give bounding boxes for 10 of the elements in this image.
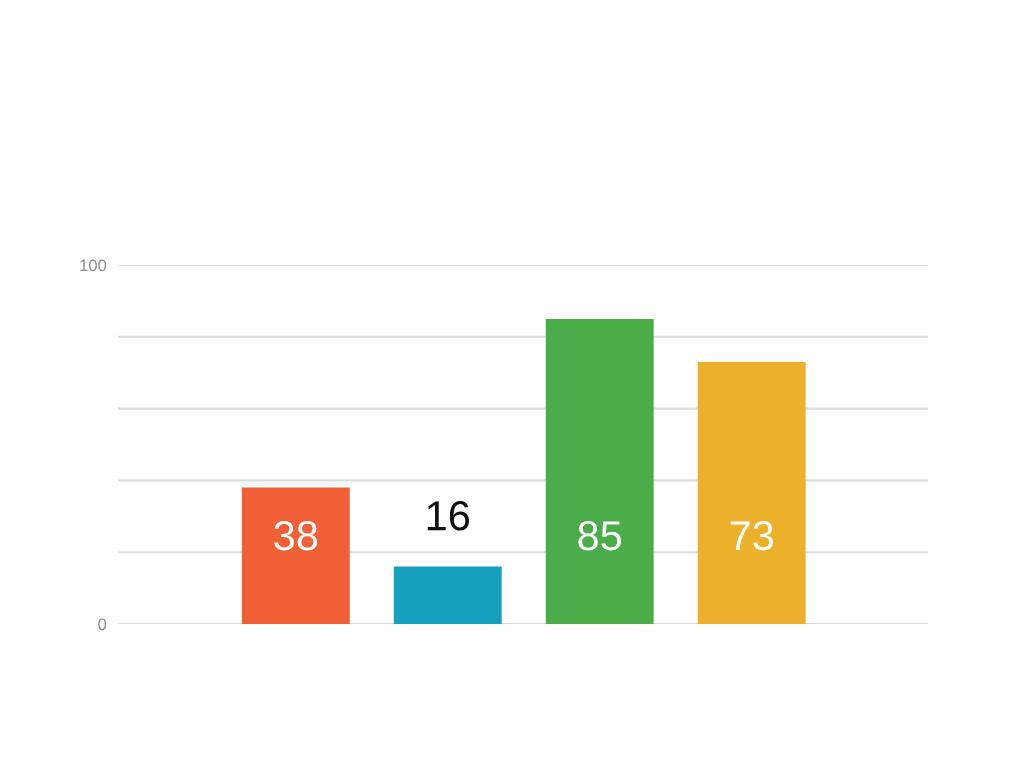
y-tick-label: 100 [80, 259, 107, 272]
data-label: 85 [578, 520, 622, 551]
data-label: 16 [427, 501, 470, 531]
bar [393, 566, 502, 624]
bar [241, 487, 350, 624]
y-tick-label: 0 [98, 618, 107, 631]
bar [697, 361, 806, 624]
data-label: 38 [274, 520, 318, 551]
data-label: 73 [730, 520, 774, 551]
bar [545, 318, 654, 624]
